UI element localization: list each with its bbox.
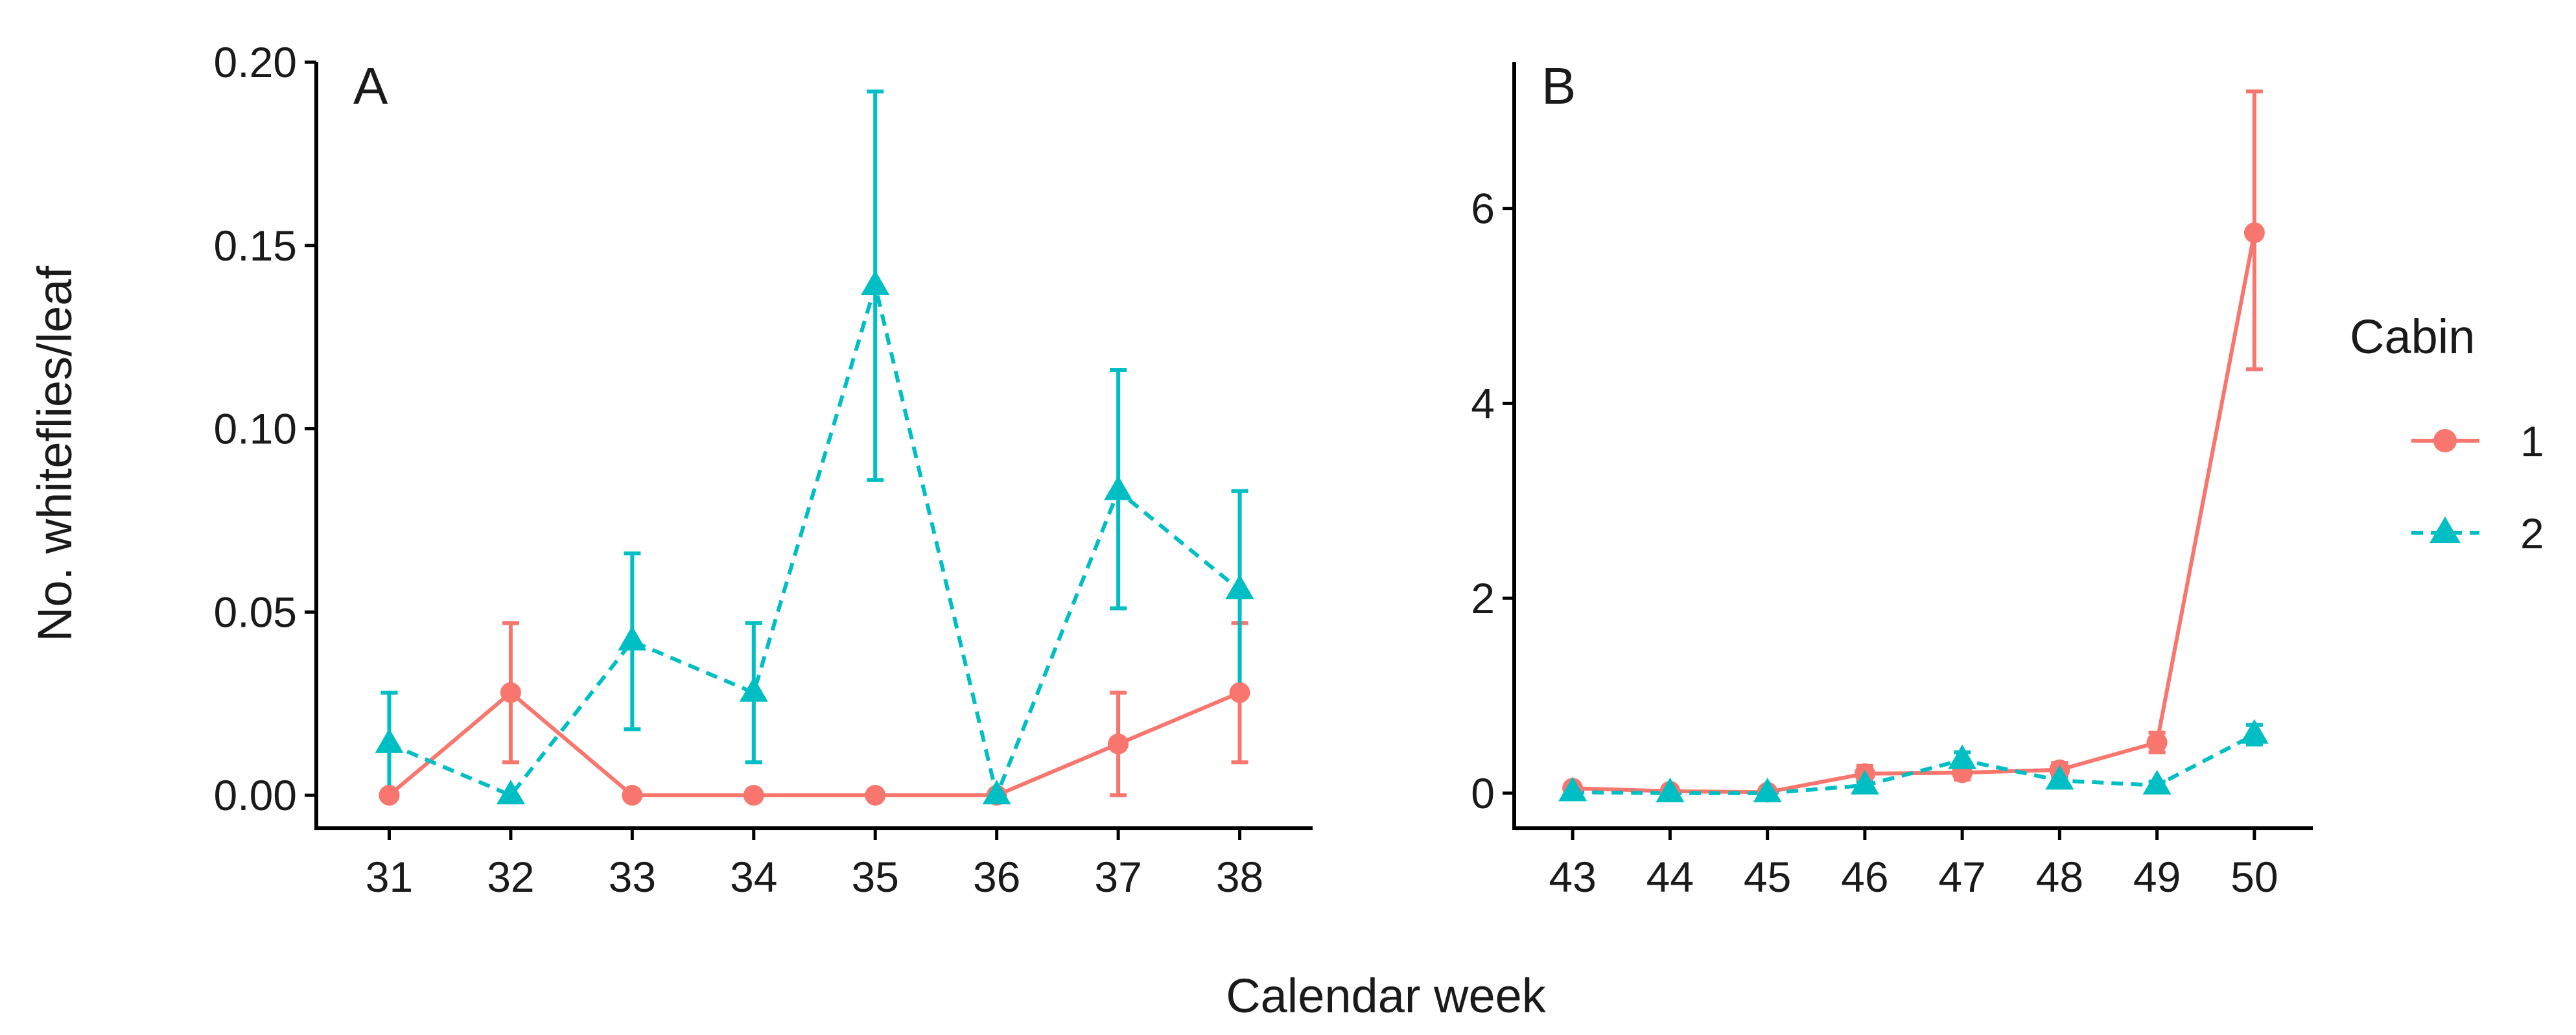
panel-b-series-2-point [2240, 719, 2269, 744]
panel-b-series-2-point [1558, 776, 1587, 802]
panel-a-series-1-point [1108, 733, 1129, 754]
legend-item-2: 2 [2411, 509, 2544, 557]
panel-b-x-tick-label: 44 [1646, 853, 1694, 901]
panel-b-tag: B [1541, 57, 1576, 115]
panel-a-series-2-point [1225, 574, 1254, 599]
panel-a-x-tick-label: 32 [487, 853, 534, 901]
panel-a-series-2-point [861, 270, 890, 295]
panel-a-plot: 0.00 0.05 0.10 0.15 0.20 31 32 33 34 35 36 37 38 A [214, 38, 1313, 901]
panel-b-series-2-point [1656, 777, 1685, 802]
panel-b-series-2-point [1850, 769, 1879, 795]
x-axis-title: Calendar week [1226, 969, 1547, 1023]
legend-label-2: 2 [2520, 509, 2544, 557]
panel-a-y-tick-label: 0.00 [214, 771, 297, 819]
panel-b-series-2-line [1573, 732, 2256, 795]
panel-a-x-tick-label: 38 [1216, 853, 1263, 901]
panel-a-x-tick-label: 37 [1094, 853, 1142, 901]
panel-a-series-1-point [622, 785, 643, 806]
panel-b-series-1-line [1573, 232, 2256, 795]
legend: Cabin 1 2 [2350, 310, 2544, 557]
panel-a-series-1-point [500, 682, 521, 703]
panel-a-series-2-point [375, 728, 404, 753]
panel-a-series-2-point [1104, 475, 1133, 500]
panel-b-series-2-point [2045, 765, 2074, 790]
panel-a-series-1-point [1229, 682, 1250, 703]
panel-a-series-1-point [743, 785, 764, 806]
y-axis-title: No. whiteflies/leaf [28, 266, 82, 642]
panel-b-y-tick-label: 0 [1471, 769, 1495, 817]
panel-a-x-tick-label: 36 [973, 853, 1020, 901]
panel-a-x-tick-label: 33 [609, 853, 656, 901]
panel-b-series-2-point [1753, 777, 1782, 802]
panel-b-x-tick-label: 48 [2036, 853, 2083, 901]
panel-b-y-tick-label: 4 [1471, 379, 1495, 427]
panel-a-y-tick-label: 0.20 [214, 38, 297, 86]
panel-a-y-tick-label: 0.15 [214, 222, 297, 270]
panel-a-series-2-line [388, 283, 1241, 798]
panel-b-y-tick-label: 6 [1471, 185, 1495, 233]
panel-a-series-2-point [739, 677, 768, 702]
panel-a-series-1-point [865, 785, 886, 806]
panel-a-x-tick-label: 34 [730, 853, 777, 901]
panel-a-tag: A [353, 57, 388, 115]
legend-label-1: 1 [2520, 417, 2544, 465]
panel-b-x-tick-label: 50 [2231, 853, 2278, 901]
panel-a-series-1-point [379, 785, 400, 806]
panel-b-series-2-point [1948, 744, 1977, 769]
panel-b-series-2-point [2142, 769, 2172, 795]
panel-b-x-tick-label: 43 [1549, 853, 1596, 901]
panel-a-series-2-point [982, 780, 1011, 805]
panel-a-y-tick-label: 0.05 [214, 588, 297, 636]
legend-item-1: 1 [2411, 417, 2544, 465]
panel-a-series-2-point [496, 780, 525, 805]
legend-title: Cabin [2350, 310, 2475, 364]
panel-b-x-tick-label: 49 [2133, 853, 2181, 901]
panel-a-x-tick-label: 31 [366, 853, 413, 901]
legend-marker-2 [2430, 517, 2461, 543]
panel-a-y-tick-label: 0.10 [214, 405, 297, 453]
legend-marker-1 [2433, 429, 2457, 452]
panel-a-x-tick-label: 35 [852, 853, 899, 901]
panel-b-series-1-point [2146, 732, 2168, 753]
panel-b-x-tick-label: 46 [1841, 853, 1888, 901]
panel-b-series-1-point [2243, 222, 2265, 244]
panel-b-y-tick-label: 2 [1471, 574, 1495, 622]
panel-a-series-1-line [388, 690, 1241, 798]
panel-a-series-2-point [618, 625, 647, 651]
panel-b-x-tick-label: 45 [1744, 853, 1791, 901]
panel-b-x-tick-label: 47 [1938, 853, 1985, 901]
